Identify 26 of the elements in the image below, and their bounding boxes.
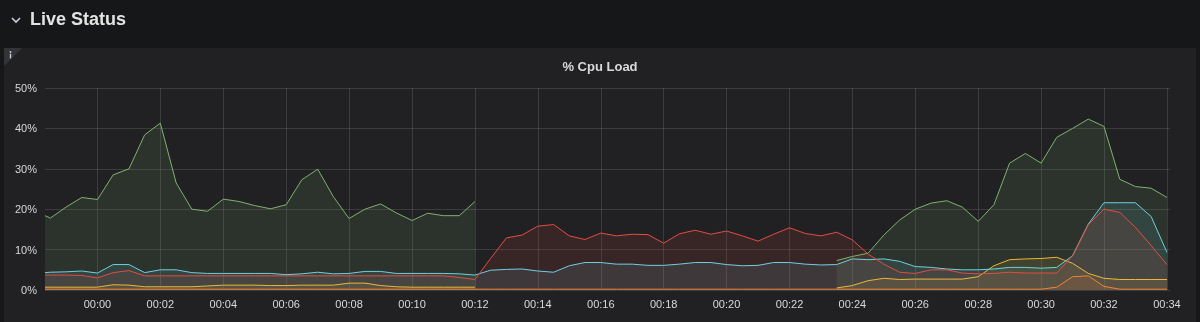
x-tick-label: 00:28 [964, 297, 993, 310]
x-tick-label: 00:20 [712, 297, 741, 310]
y-tick-label: 50% [14, 82, 38, 94]
x-tick-label: 00:10 [398, 297, 426, 310]
chart-subtitle: % Cpu Load [562, 59, 638, 74]
y-tick-label: 30% [14, 162, 38, 175]
chart-title: Live Status [30, 9, 127, 30]
x-tick-label: 00:34 [1153, 297, 1181, 310]
y-tick-label: 10% [14, 243, 38, 256]
x-tick-label: 00:12 [461, 297, 489, 310]
x-tick-label: 00:00 [83, 297, 112, 310]
y-tick-label: 0% [21, 284, 38, 296]
x-tick-label: 00:32 [1090, 297, 1118, 310]
x-tick-label: 00:08 [335, 297, 363, 310]
x-tick-label: 00:14 [524, 297, 552, 310]
x-tick-label: 00:24 [838, 297, 867, 310]
x-tick-label: 00:18 [649, 297, 678, 310]
x-tick-label: 00:16 [587, 297, 615, 310]
y-tick-label: 20% [14, 203, 38, 216]
x-tick-label: 00:26 [901, 297, 929, 310]
x-tick-label: 00:06 [272, 297, 300, 310]
y-tick-label: 40% [14, 122, 38, 135]
x-tick-label: 00:02 [146, 297, 175, 310]
x-tick-label: 00:30 [1027, 297, 1055, 310]
x-tick-label: 00:22 [775, 297, 804, 310]
x-tick-label: 00:04 [209, 297, 238, 310]
